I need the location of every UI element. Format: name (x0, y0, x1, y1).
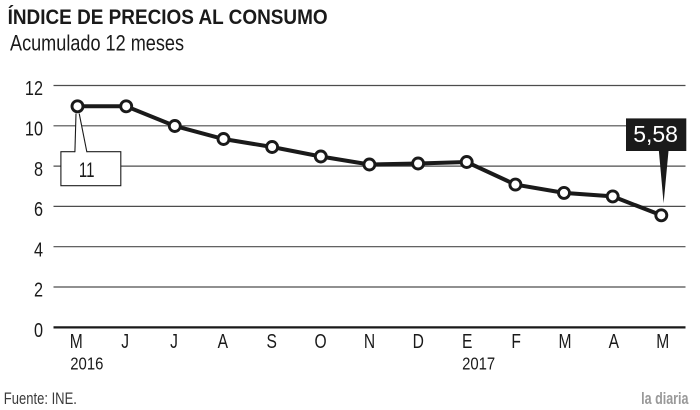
svg-text:2: 2 (34, 278, 43, 301)
svg-text:5,58: 5,58 (633, 121, 678, 147)
svg-text:11: 11 (79, 157, 95, 181)
svg-text:F: F (511, 330, 521, 352)
svg-text:Acumulado 12 meses: Acumulado 12 meses (10, 30, 184, 55)
svg-text:2016: 2016 (70, 354, 103, 373)
svg-text:A: A (218, 330, 228, 352)
svg-text:E: E (462, 330, 472, 352)
svg-text:la diaria: la diaria (641, 390, 689, 408)
svg-text:S: S (266, 330, 276, 352)
svg-text:6: 6 (34, 197, 43, 220)
svg-text:O: O (315, 330, 327, 352)
svg-text:M: M (70, 330, 83, 352)
svg-text:Fuente: INE.: Fuente: INE. (4, 389, 77, 408)
svg-text:2017: 2017 (462, 354, 495, 373)
svg-text:M: M (559, 330, 572, 352)
svg-text:4: 4 (34, 238, 43, 261)
svg-text:8: 8 (34, 157, 43, 180)
svg-text:A: A (609, 330, 619, 352)
svg-text:J: J (170, 330, 178, 352)
svg-text:10: 10 (25, 117, 43, 140)
svg-text:D: D (413, 330, 424, 352)
svg-text:J: J (121, 330, 129, 352)
svg-text:0: 0 (34, 318, 43, 341)
svg-text:ÍNDICE DE PRECIOS AL CONSUMO: ÍNDICE DE PRECIOS AL CONSUMO (8, 4, 328, 29)
svg-text:N: N (364, 330, 375, 352)
svg-text:12: 12 (25, 76, 43, 99)
svg-text:M: M (656, 330, 669, 352)
